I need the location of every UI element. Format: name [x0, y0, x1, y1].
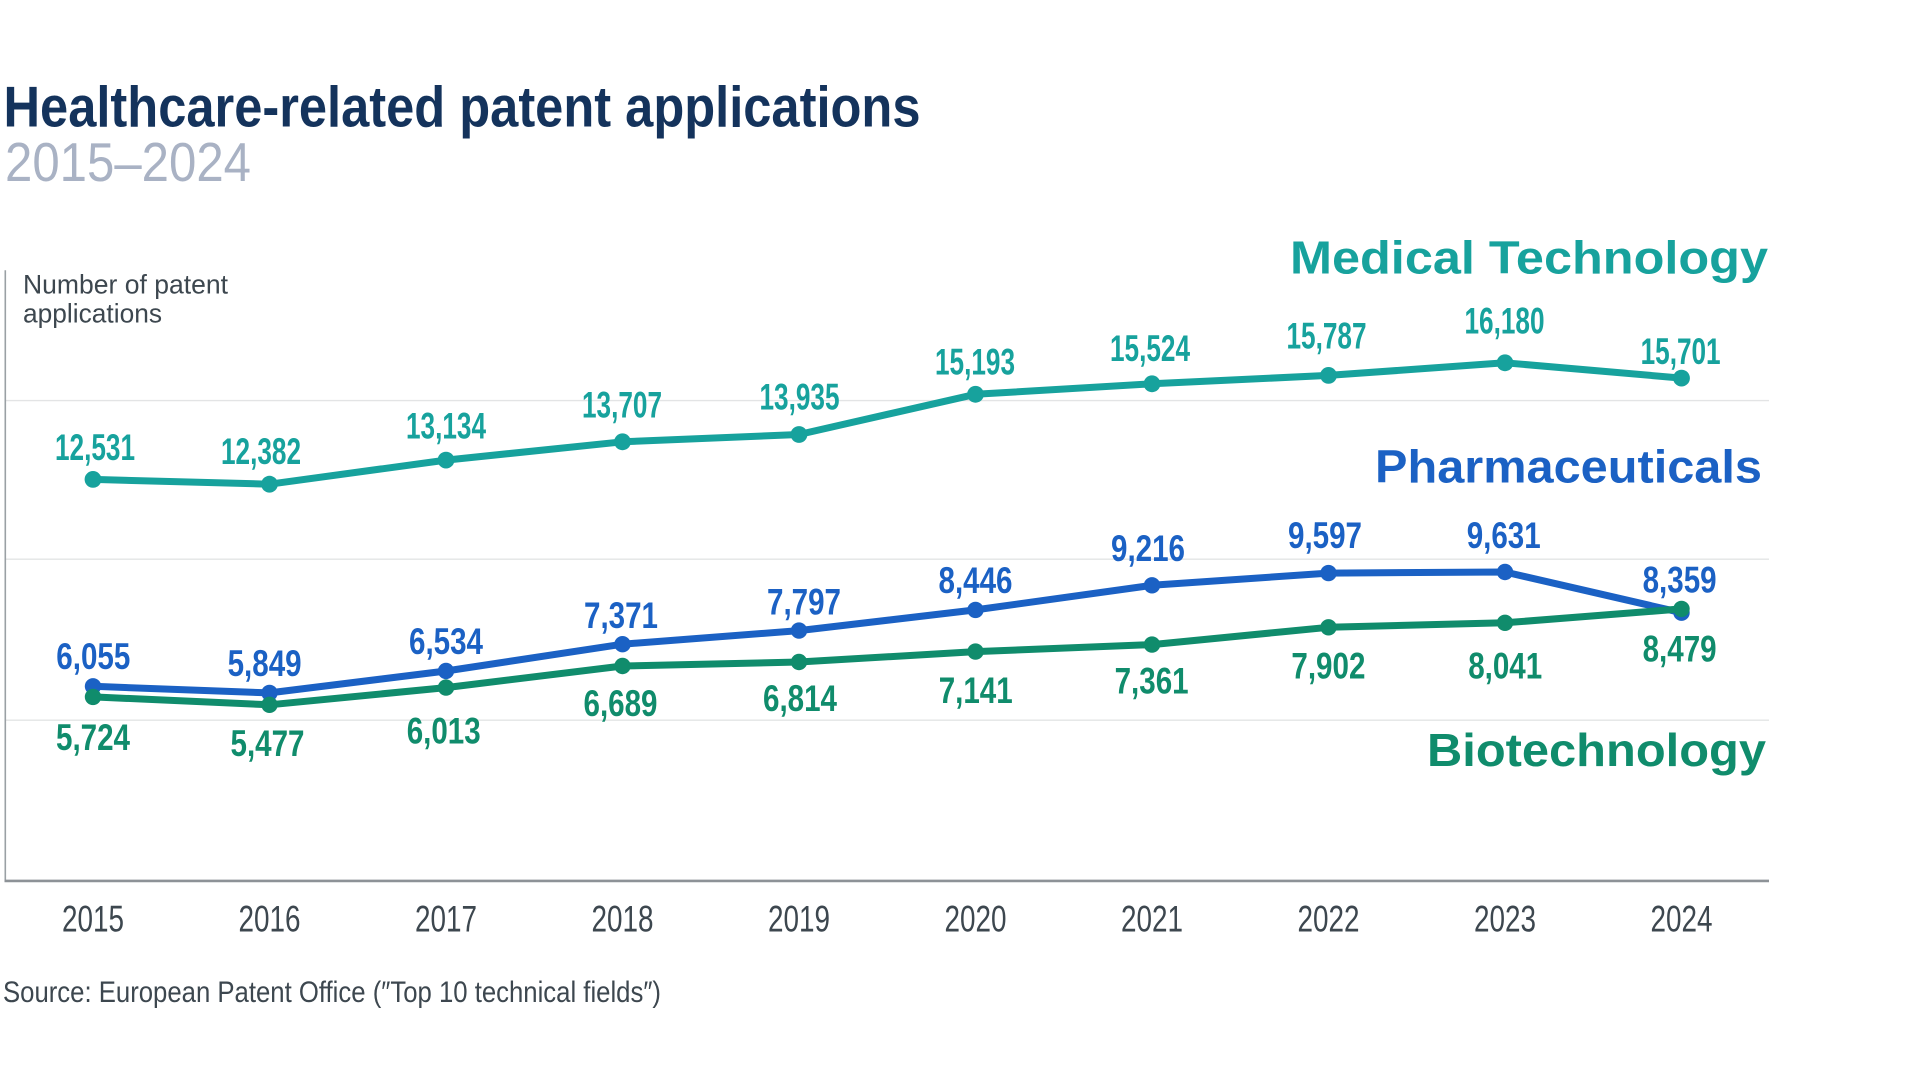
- svg-text:2017: 2017: [415, 898, 477, 940]
- svg-text:8,446: 8,446: [939, 560, 1013, 601]
- svg-text:15,787: 15,787: [1287, 316, 1367, 357]
- svg-text:2018: 2018: [592, 898, 654, 940]
- svg-text:15,193: 15,193: [935, 342, 1015, 383]
- svg-text:6,689: 6,689: [584, 683, 658, 724]
- svg-text:7,141: 7,141: [939, 670, 1013, 711]
- svg-text:applications: applications: [23, 299, 162, 329]
- svg-text:6,534: 6,534: [409, 621, 483, 662]
- svg-text:8,479: 8,479: [1643, 629, 1717, 670]
- svg-text:2016: 2016: [239, 898, 301, 940]
- svg-text:2022: 2022: [1298, 898, 1360, 940]
- svg-text:2020: 2020: [945, 898, 1007, 940]
- svg-text:8,359: 8,359: [1643, 560, 1717, 601]
- svg-text:Source: European Patent Office: Source: European Patent Office (″Top 10 …: [3, 976, 661, 1009]
- svg-text:2019: 2019: [768, 898, 830, 940]
- svg-text:2023: 2023: [1474, 898, 1536, 940]
- svg-text:13,134: 13,134: [406, 406, 486, 447]
- svg-text:Number of patent: Number of patent: [23, 270, 228, 300]
- svg-text:Pharmaceuticals: Pharmaceuticals: [1375, 441, 1762, 493]
- svg-text:7,361: 7,361: [1115, 661, 1189, 702]
- svg-text:9,631: 9,631: [1467, 515, 1541, 556]
- svg-text:13,935: 13,935: [760, 377, 840, 418]
- svg-text:Medical Technology: Medical Technology: [1290, 231, 1768, 283]
- svg-text:6,013: 6,013: [407, 710, 481, 751]
- svg-text:15,701: 15,701: [1641, 331, 1721, 372]
- svg-text:Biotechnology: Biotechnology: [1427, 724, 1766, 776]
- svg-text:9,216: 9,216: [1111, 528, 1185, 569]
- svg-text:9,597: 9,597: [1288, 515, 1362, 556]
- svg-text:13,707: 13,707: [582, 385, 662, 426]
- svg-text:5,477: 5,477: [231, 723, 305, 764]
- svg-text:6,814: 6,814: [763, 678, 837, 719]
- svg-text:Healthcare-related patent appl: Healthcare-related patent applications: [4, 76, 921, 140]
- svg-text:12,382: 12,382: [221, 431, 301, 472]
- svg-text:2015: 2015: [62, 898, 124, 940]
- svg-text:5,849: 5,849: [228, 643, 302, 684]
- svg-text:2021: 2021: [1121, 898, 1183, 940]
- svg-text:12,531: 12,531: [55, 427, 135, 468]
- svg-text:7,371: 7,371: [584, 595, 658, 636]
- svg-text:16,180: 16,180: [1465, 301, 1545, 342]
- svg-text:5,724: 5,724: [56, 717, 130, 758]
- svg-text:2024: 2024: [1651, 898, 1713, 940]
- svg-text:8,041: 8,041: [1468, 646, 1542, 687]
- svg-text:7,902: 7,902: [1291, 646, 1365, 687]
- svg-text:2015–2024: 2015–2024: [5, 131, 251, 193]
- svg-text:15,524: 15,524: [1110, 328, 1190, 369]
- svg-text:6,055: 6,055: [56, 636, 130, 677]
- svg-text:7,797: 7,797: [767, 582, 841, 623]
